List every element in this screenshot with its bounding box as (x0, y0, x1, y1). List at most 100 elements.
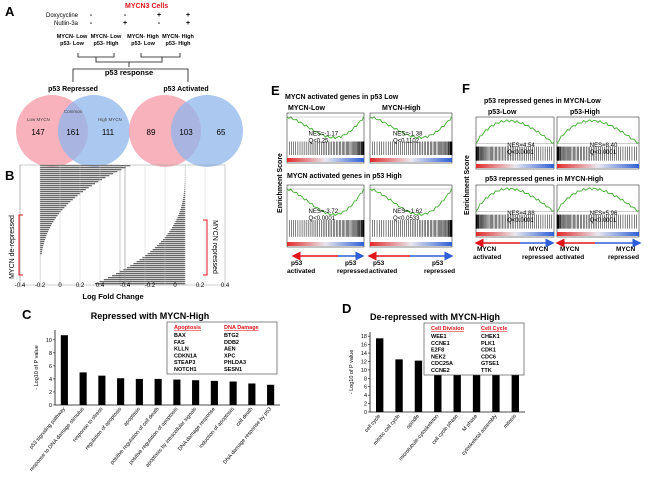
group-label: p53- High (165, 41, 191, 47)
gsea-e-plots: NES=-1.17Q<0.25 NES=-1.38Q<0.1102 NES=-3.7… (286, 112, 453, 248)
gsea-f-nes: NES=4.88 (507, 211, 535, 217)
e-ylabel: Enrichment Score (277, 153, 284, 213)
waterfall-bar-left (40, 187, 89, 189)
waterfall-bar-right (171, 227, 186, 229)
d-bar (376, 338, 384, 412)
c-y-tick: 8 (49, 351, 52, 357)
gene-box-c: Apoptosis DNA Damage BAXFASKLLNCDKN1ASTE… (166, 321, 278, 375)
waterfall-bar-left (40, 253, 42, 255)
d-y-tick: 6 (364, 385, 367, 391)
gsea-f-plots: NES=4.54Q<0.0001NES=8.40Q<0.0001NES=4.88… (475, 116, 640, 238)
waterfall-bar-left (40, 195, 78, 197)
gsea-e-rank-bar (287, 158, 364, 162)
waterfall-bar-left (40, 247, 43, 249)
panel-c-title: Repressed with MYCN-High (91, 311, 210, 321)
waterfall-bar-right (169, 231, 186, 233)
waterfall-bar-right (184, 191, 186, 193)
venn-activated-mid-count: 103 (179, 128, 193, 137)
c-bar (248, 383, 256, 405)
waterfall-bar-left (40, 251, 43, 253)
e-axis-left-1: p53 (291, 260, 303, 267)
treatment-mark: - (158, 20, 161, 27)
gsea-f-nes: NES=5.96 (590, 211, 618, 217)
b-tick-label: -0.2 (145, 283, 156, 289)
waterfall-bar-left (40, 213, 60, 215)
d-y-tick: 12 (361, 359, 367, 365)
waterfall-bar-right (159, 243, 186, 245)
waterfall-bar-right (183, 195, 186, 197)
f-axis-right-4: repressed (608, 254, 639, 261)
waterfall-bar-left (40, 171, 118, 173)
gsea-f-rank-bar (557, 164, 639, 168)
panel-c-label: C (22, 307, 32, 322)
waterfall-bar-left (40, 249, 43, 251)
waterfall-bar-left (40, 177, 106, 179)
gsea-f-q: Q<0.0001 (507, 150, 534, 156)
gene-name: AEN (224, 347, 236, 353)
d-category-label: cell cycle (364, 413, 382, 433)
gene-name: STEAP3 (174, 360, 195, 366)
e-axis-left-4: activated (369, 268, 397, 275)
e-sub-right: MYCN-High (382, 105, 421, 112)
gene-name: TTK (481, 368, 492, 374)
waterfall-bar-left (40, 183, 96, 185)
waterfall-bar-left (40, 185, 92, 187)
waterfall-bar-left (40, 201, 71, 203)
waterfall-bar-right (150, 251, 186, 253)
waterfall-bar-left (40, 173, 114, 175)
waterfall-bar-left (40, 223, 53, 225)
panel-b: B MYCN de-repressed MYCN repressed -0.4-… (5, 164, 230, 301)
gene-name: NEK2 (431, 354, 446, 360)
group-label: p53- High (93, 41, 119, 47)
panel-f-label: F (462, 81, 470, 96)
treatment-mark: + (186, 12, 190, 19)
gene-name: DDB2 (224, 340, 239, 346)
f-axis-right-2: repressed (522, 254, 553, 261)
e-sub-left: MYCN-Low (288, 105, 325, 112)
d-bar (492, 374, 500, 412)
right-annotation-text: MYCN repressed (211, 220, 218, 274)
waterfall-bar-right (123, 269, 186, 271)
waterfall-bar-right (167, 233, 186, 235)
treatment-mark: - (90, 20, 93, 27)
gsea-e-rank-bar (370, 242, 452, 246)
c-category-label: regulation of apoptosis (84, 406, 123, 451)
waterfall-bar-right (173, 225, 186, 227)
gene-name: WEE1 (431, 334, 447, 340)
gsea-e-q: Q<0.25 (309, 139, 330, 145)
treatment-mark: + (186, 20, 190, 27)
panel-a-title: MYCN3 Cells (125, 3, 168, 10)
c-bar (98, 375, 106, 405)
f-title-top: p53 repressed genes in MYCN-Low (484, 98, 601, 105)
waterfall-bar-right (178, 215, 186, 217)
gsea-f-rank-bar (476, 232, 554, 236)
venn-repressed-right (58, 95, 130, 167)
c-bar (210, 380, 218, 405)
treatment-mark: - (90, 12, 93, 19)
b-tick-label: 0.4 (96, 283, 105, 289)
waterfall-bar-left (40, 215, 58, 217)
waterfall-bar-left (40, 221, 54, 223)
gene-name: NOTCH1 (174, 367, 197, 373)
c-category-label: apoptosis (123, 406, 142, 427)
gsea-e-q: Q<0.1102 (393, 139, 420, 145)
waterfall-bar-left (40, 229, 49, 231)
waterfall-bar-right (178, 213, 186, 215)
waterfall-bar-right (164, 237, 186, 239)
waterfall-bar-left (40, 243, 44, 245)
f-axis: MYCN activated MYCN repressed MYCN activ… (473, 238, 642, 261)
waterfall-bar-left (40, 203, 69, 205)
c-bar (173, 379, 181, 405)
bracket (72, 53, 189, 82)
group-label: MYCN- Low (91, 34, 122, 40)
waterfall-bar-right (133, 263, 186, 265)
panel-a-label: A (5, 4, 15, 19)
f-sub-left: p53-Low (488, 109, 517, 116)
d-category-label: mitosis (503, 413, 518, 430)
gsea-e-nes: NES=-3.72 (309, 209, 339, 215)
gene-name: SESN1 (224, 367, 242, 373)
c-bar (117, 378, 125, 405)
waterfall-bar-right (130, 265, 186, 267)
waterfall-bar-right (183, 197, 186, 199)
waterfall-bar-right (170, 229, 186, 231)
